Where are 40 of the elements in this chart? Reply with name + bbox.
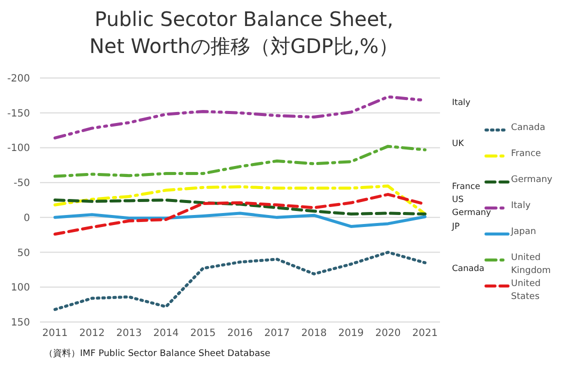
line-series	[54, 250, 426, 311]
text: Germany	[452, 208, 492, 218]
x-tick-label: 2014	[153, 328, 179, 339]
x-tick-label: 2019	[338, 328, 364, 339]
legend-label: United States	[511, 279, 541, 302]
y-tick-label: -50	[14, 178, 30, 190]
text: US	[452, 194, 464, 205]
legend-label: United Kingdom	[511, 253, 551, 276]
x-tick-label: 2016	[227, 328, 253, 339]
text: JP	[451, 222, 460, 232]
x-tick-label: 2013	[116, 328, 142, 339]
chart-title: Public Secotor Balance Sheet, Net Worthの推移（対GDP比,%）	[89, 7, 399, 58]
line-series	[54, 144, 426, 178]
y-tick-label: 50	[17, 248, 30, 259]
legend-label: France	[511, 149, 542, 159]
legend-label: Germany	[511, 175, 554, 185]
y-tick-label: 150	[10, 318, 30, 328]
y-tick-label: -200	[7, 74, 30, 84]
y-tick-label: -100	[7, 143, 30, 154]
text: Italy	[452, 98, 470, 108]
y-tick-label: 100	[10, 282, 30, 294]
text: Canada	[452, 264, 484, 274]
text: UK	[452, 138, 464, 149]
x-tick-label: 2012	[79, 328, 105, 339]
text: （資料）IMF Public Sector Balance Sheet Database	[44, 348, 271, 359]
x-tick-label: 2021	[412, 328, 438, 339]
line-series	[54, 198, 426, 216]
x-tick-label: 2011	[42, 328, 68, 339]
y-tick-label: 0	[24, 212, 30, 224]
line-series	[54, 184, 426, 216]
x-tick-label: 2015	[190, 328, 216, 339]
x-tick-label: 2020	[375, 328, 401, 339]
y-tick-label: -150	[7, 108, 30, 120]
legend-label: Canada	[511, 123, 546, 133]
text: France	[452, 182, 480, 192]
x-tick-label: 2017	[264, 328, 290, 339]
line-series	[54, 212, 426, 228]
x-tick-label: 2018	[301, 328, 327, 339]
legend-label: Italy	[511, 201, 532, 211]
legend-label: Japan	[510, 227, 536, 237]
